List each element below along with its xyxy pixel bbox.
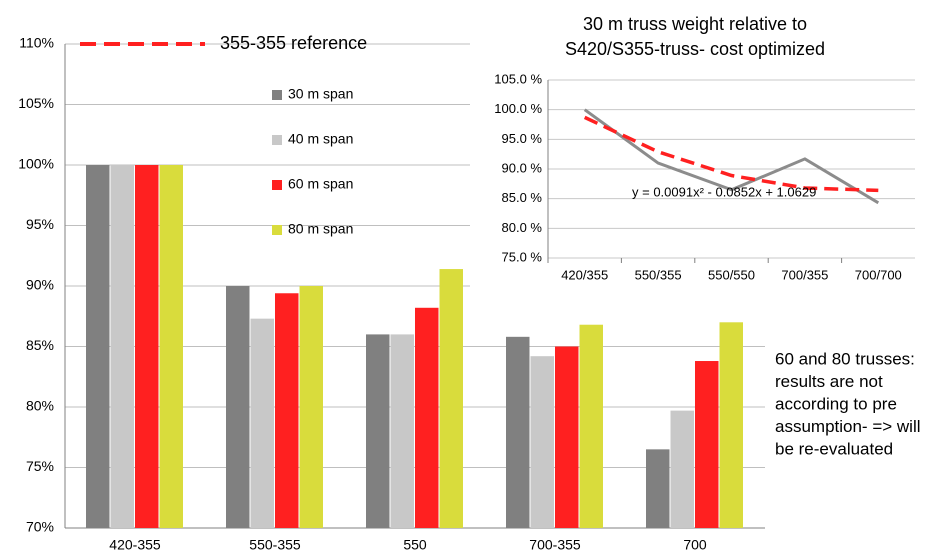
legend-swatch: [272, 225, 282, 235]
y-tick-label: 90%: [26, 277, 54, 293]
legend-swatch: [272, 180, 282, 190]
bar: [646, 449, 670, 528]
annotation: be re-evaluated: [775, 439, 893, 458]
bar: [366, 334, 390, 528]
equation: y = 0.0091x² - 0.0852x + 1.0629: [632, 184, 816, 199]
trend-line: [583, 115, 879, 193]
y-tick-label: 95%: [26, 216, 54, 232]
bar: [670, 410, 694, 528]
x-tick-label: 700/700: [855, 267, 902, 282]
y-tick-label: 95.0 %: [502, 131, 543, 146]
x-tick-label: 550-355: [249, 537, 301, 553]
y-tick-label: 80%: [26, 398, 54, 414]
legend-label: 40 m span: [288, 131, 353, 147]
y-tick-label: 80.0 %: [502, 220, 543, 235]
bar: [86, 165, 110, 528]
bar: [390, 334, 414, 528]
bar: [439, 269, 463, 528]
bar: [506, 336, 530, 528]
bar: [719, 322, 743, 528]
bar: [159, 165, 183, 528]
line-series: [583, 108, 880, 205]
bar: [579, 324, 603, 528]
bar: [226, 286, 250, 528]
y-tick-label: 105.0 %: [494, 71, 542, 86]
annotation: assumption- => will: [775, 417, 921, 436]
y-tick-label: 85%: [26, 337, 54, 353]
bar: [250, 318, 274, 528]
x-tick-label: 700-355: [529, 537, 581, 553]
y-tick-label: 75.0 %: [502, 249, 543, 264]
bar: [695, 361, 719, 528]
y-tick-label: 100%: [18, 156, 54, 172]
annotation: according to pre: [775, 394, 897, 413]
chart-title: S420/S355-truss- cost optimized: [565, 39, 825, 59]
annotation: 60 and 80 trusses:: [775, 349, 915, 368]
y-tick-label: 110%: [19, 35, 54, 51]
legend-label: 30 m span: [288, 86, 353, 102]
bar: [110, 165, 134, 528]
bar: [555, 346, 579, 528]
y-tick-label: 75%: [26, 458, 54, 474]
x-tick-label: 550/550: [708, 267, 755, 282]
bar: [275, 293, 299, 528]
legend-swatch: [272, 135, 282, 145]
y-tick-label: 70%: [26, 519, 54, 535]
x-tick-label: 420/355: [561, 267, 608, 282]
reference-label: 355-355 reference: [220, 33, 367, 53]
bar: [299, 286, 323, 528]
chart-title: 30 m truss weight relative to: [583, 14, 807, 34]
legend-swatch: [272, 90, 282, 100]
x-tick-label: 550/355: [635, 267, 682, 282]
bar: [135, 165, 159, 528]
x-tick-label: 550: [403, 537, 427, 553]
y-tick-label: 105%: [18, 95, 54, 111]
y-tick-label: 85.0 %: [502, 190, 543, 205]
y-tick-label: 100.0 %: [494, 101, 542, 116]
x-tick-label: 700/355: [781, 267, 828, 282]
annotation: results are not: [775, 372, 883, 391]
legend-label: 80 m span: [288, 221, 353, 237]
bar: [530, 356, 554, 528]
x-tick-label: 700: [683, 537, 707, 553]
bar: [415, 307, 439, 528]
x-tick-label: 420-355: [109, 537, 161, 553]
y-tick-label: 90.0 %: [502, 160, 543, 175]
legend-label: 60 m span: [288, 176, 353, 192]
